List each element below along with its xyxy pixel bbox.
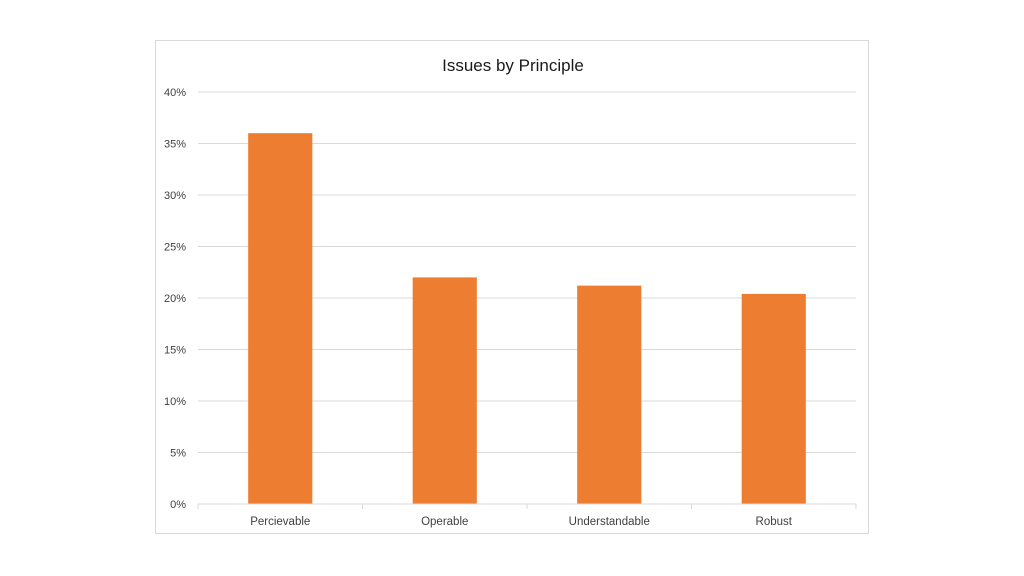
y-tick-label: 10% (164, 396, 186, 408)
bar (248, 133, 313, 504)
y-tick-label: 0% (170, 499, 186, 511)
y-tick-label: 5% (170, 448, 186, 460)
x-category-label: Percievable (250, 516, 310, 528)
y-tick-label: 35% (164, 139, 186, 151)
chart-title: Issues by Principle (442, 56, 584, 75)
bar-chart: Issues by Principle 0% 5% 10% 15% 20% 25% 30% 3… (164, 56, 857, 528)
bar (577, 285, 642, 504)
x-category-label: Operable (421, 516, 468, 528)
bar (412, 277, 477, 504)
chart-frame: Issues by Principle 0% 5% 10% 15% 20% 25% 30% 3… (155, 40, 869, 534)
y-tick-label: 15% (164, 345, 186, 357)
bars (248, 133, 806, 504)
x-axis (197, 503, 857, 509)
y-tick-label: 40% (164, 87, 186, 99)
y-axis-tick-labels: 0% 5% 10% 15% 20% 25% 30% 35% 40% (164, 87, 186, 511)
y-tick-label: 30% (164, 190, 186, 202)
y-tick-label: 25% (164, 242, 186, 254)
y-tick-label: 20% (164, 293, 186, 305)
x-axis-category-labels: Percievable Operable Understandable Robust (250, 516, 793, 528)
x-category-label: Understandable (569, 516, 650, 528)
bar (741, 293, 806, 504)
x-category-label: Robust (756, 516, 793, 528)
